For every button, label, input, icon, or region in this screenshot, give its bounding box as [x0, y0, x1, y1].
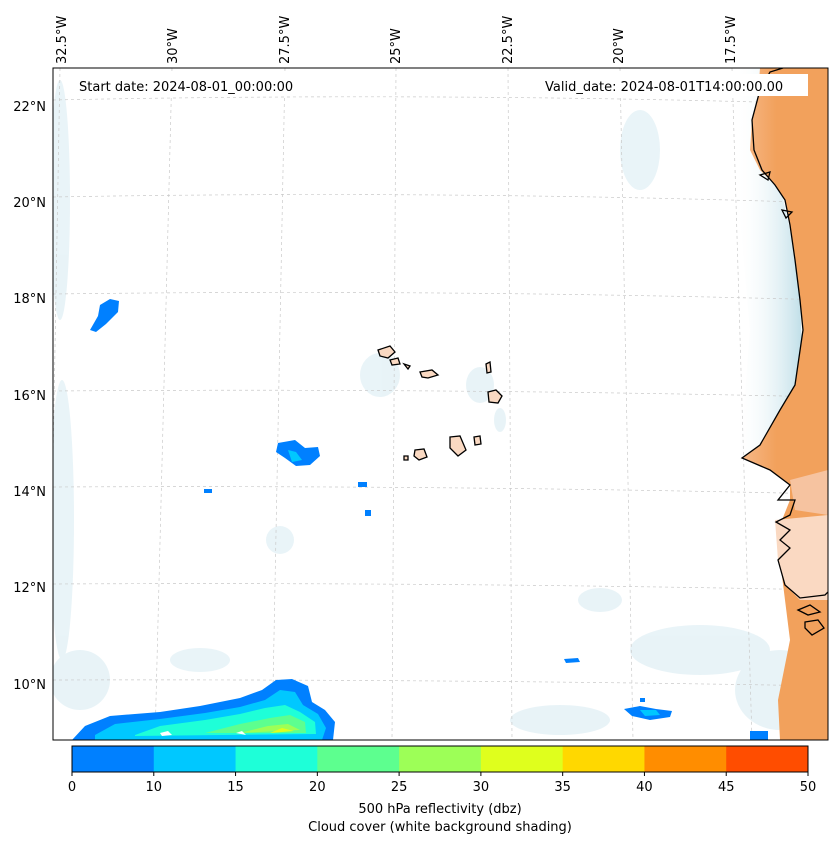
- colorbar-segment: [235, 746, 318, 772]
- lon-label-32-5w: 32.5°W: [55, 16, 70, 64]
- colorbar-tick-label: 20: [309, 780, 326, 795]
- colorbar-frame: [71, 745, 809, 773]
- coastline: [740, 68, 828, 636]
- colorbar-tick-label: 10: [146, 780, 163, 795]
- graticule: [53, 68, 828, 740]
- lat-label-14n: 14°N: [13, 485, 46, 500]
- colorbar-tick-label: 40: [636, 780, 653, 795]
- colorbar-tick-label: 25: [391, 780, 408, 795]
- lon-label-30w: 30°W: [166, 28, 181, 64]
- reflectivity-contours: [72, 299, 768, 740]
- lat-label-10n: 10°N: [13, 678, 46, 693]
- colorbar-label-cloud-cover: Cloud cover (white background shading): [308, 820, 572, 835]
- colorbar-segment: [153, 746, 237, 772]
- valid-date-label: Valid_date: 2024-08-01T14:00:00.00: [545, 80, 783, 95]
- lon-label-22-5w: 22.5°W: [501, 16, 516, 64]
- colorbar-tick-label: 35: [554, 780, 571, 795]
- lon-label-25w: 25°W: [389, 28, 404, 64]
- map-area: Start date: 2024-08-01_00:00:00 Valid_da…: [53, 68, 828, 740]
- lon-label-20w: 20°W: [612, 28, 627, 64]
- colorbar-label-reflectivity: 500 hPa reflectivity (dbz): [358, 802, 521, 817]
- lat-label-12n: 12°N: [13, 581, 46, 596]
- lat-label-22n: 22°N: [13, 100, 46, 115]
- colorbar-segment: [72, 746, 155, 772]
- colorbar-tick-label: 45: [718, 780, 735, 795]
- start-date-label: Start date: 2024-08-01_00:00:00: [79, 80, 293, 95]
- cape-verde-islands: [377, 345, 503, 461]
- lon-label-27-5w: 27.5°W: [278, 16, 293, 64]
- start-date-box: [72, 74, 312, 96]
- colorbar-tick-label: 15: [227, 780, 244, 795]
- lat-label-20n: 20°N: [13, 196, 46, 211]
- colorbar-tick-label: 30: [473, 780, 490, 795]
- valid-date-box: [538, 74, 808, 96]
- colorbar-segment: [317, 746, 400, 772]
- colorbar-segment: [562, 746, 645, 772]
- lon-label-17-5w: 17.5°W: [724, 16, 739, 64]
- colorbar-segment: [644, 746, 727, 772]
- map-frame: [52, 67, 829, 741]
- coastal-cloud-shading: [735, 68, 805, 455]
- lat-label-16n: 16°N: [13, 389, 46, 404]
- longitude-labels: 32.5°W 30°W 27.5°W 25°W 22.5°W 20°W 17.5…: [55, 16, 739, 64]
- colorbar-tick-label: 0: [68, 780, 76, 795]
- latitude-labels: 22°N 20°N 18°N 16°N 14°N 12°N 10°N: [13, 100, 46, 693]
- african-land: [742, 68, 828, 740]
- lat-label-18n: 18°N: [13, 292, 46, 307]
- colorbar-segment: [480, 746, 564, 772]
- colorbar-segment: [726, 746, 809, 772]
- colorbar-tick-label: 50: [800, 780, 817, 795]
- colorbar-segment: [399, 746, 482, 772]
- colorbar: 0 10 15 20 25 30 35 40 45 50: [68, 746, 816, 795]
